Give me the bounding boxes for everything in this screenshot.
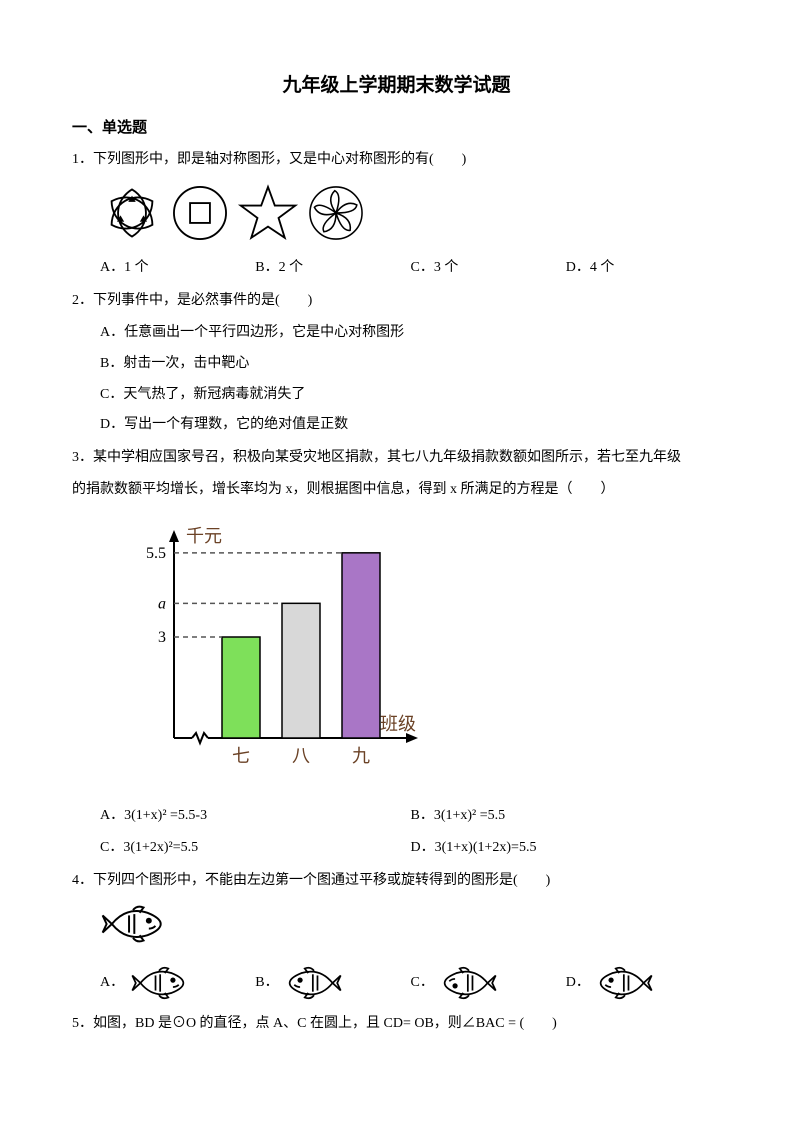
q2-opt-d: D．写出一个有理数，它的绝对值是正数 [100,412,721,439]
q4-options: A． B． C． D． [100,963,721,1003]
svg-text:5.5: 5.5 [146,545,166,562]
svg-text:八: 八 [292,746,310,766]
q4-text: 4．下列四个图形中，不能由左边第一个图通过平移或旋转得到的图形是( ) [72,868,721,895]
q3-options-row1: A．3(1+x)² =5.5-3 B．3(1+x)² =5.5 [100,803,721,830]
q1-opt-b: B．2 个 [255,255,410,282]
question-3: 3．某中学相应国家号召，积极向某受灾地区捐款，其七八九年级捐款数额如图所示，若七… [72,445,721,862]
q2-options: A．任意画出一个平行四边形，它是中心对称图形 B．射击一次，击中靶心 C．天气热… [100,320,721,438]
q4-fish-b [285,963,343,1003]
q1-text: 1．下列图形中，即是轴对称图形，又是中心对称图形的有( ) [72,147,721,174]
q3-options-row2: C．3(1+2x)²=5.5 D．3(1+x)(1+2x)=5.5 [100,835,721,862]
q4-ref-fish [100,902,721,957]
q3-opt-b: B．3(1+x)² =5.5 [411,803,722,830]
q1-fig-star [236,181,300,245]
q4-opt-c-label: C． [411,970,434,997]
page-title: 九年级上学期期末数学试题 [72,68,721,104]
question-5: 5．如图，BD 是⊙O 的直径，点 A、C 在圆上，且 CD= OB，则∠BAC… [72,1011,721,1038]
svg-text:a: a [158,595,166,612]
q4-opt-d-label: D． [566,970,590,997]
q1-fig-flower [304,181,368,245]
q3-opt-c: C．3(1+2x)²=5.5 [100,835,411,862]
q1-figures [100,181,721,245]
question-2: 2．下列事件中，是必然事件的是( ) A．任意画出一个平行四边形，它是中心对称图… [72,288,721,439]
svg-text:3: 3 [158,629,166,646]
question-4: 4．下列四个图形中，不能由左边第一个图通过平移或旋转得到的图形是( ) A． B… [72,868,721,1003]
q1-fig-triquetra [100,181,164,245]
q4-opt-a-label: A． [100,970,124,997]
question-1: 1．下列图形中，即是轴对称图形，又是中心对称图形的有( ) [72,147,721,282]
q4-fish-c [440,963,498,1003]
q2-opt-a: A．任意画出一个平行四边形，它是中心对称图形 [100,320,721,347]
q3-chart: 千元班级 3 七 a 八 5.5 九 [112,518,721,789]
q5-text: 5．如图，BD 是⊙O 的直径，点 A、C 在圆上，且 CD= OB，则∠BAC… [72,1011,721,1038]
svg-text:千元: 千元 [186,526,222,546]
q2-opt-b: B．射击一次，击中靶心 [100,351,721,378]
q4-fish-d [596,963,654,1003]
section-heading: 一、单选题 [72,114,721,143]
q3-opt-d: D．3(1+x)(1+2x)=5.5 [411,835,722,862]
q4-opt-b-label: B． [255,970,278,997]
q3-text-2: 的捐款数额平均增长，增长率均为 x，则根据图中信息，得到 x 所满足的方程是（ … [72,477,721,504]
q1-opt-d: D．4 个 [566,255,721,282]
q2-text: 2．下列事件中，是必然事件的是( ) [72,288,721,315]
q3-opt-a: A．3(1+x)² =5.5-3 [100,803,411,830]
q2-opt-c: C．天气热了，新冠病毒就消失了 [100,382,721,409]
svg-text:班级: 班级 [380,714,416,734]
svg-text:九: 九 [352,746,370,766]
q1-fig-coin [168,181,232,245]
q3-text-1: 3．某中学相应国家号召，积极向某受灾地区捐款，其七八九年级捐款数额如图所示，若七… [72,445,721,472]
q1-options: A．1 个 B．2 个 C．3 个 D．4 个 [100,255,721,282]
q1-opt-c: C．3 个 [411,255,566,282]
q4-fish-a [130,963,188,1003]
q1-opt-a: A．1 个 [100,255,255,282]
svg-text:七: 七 [232,746,250,766]
